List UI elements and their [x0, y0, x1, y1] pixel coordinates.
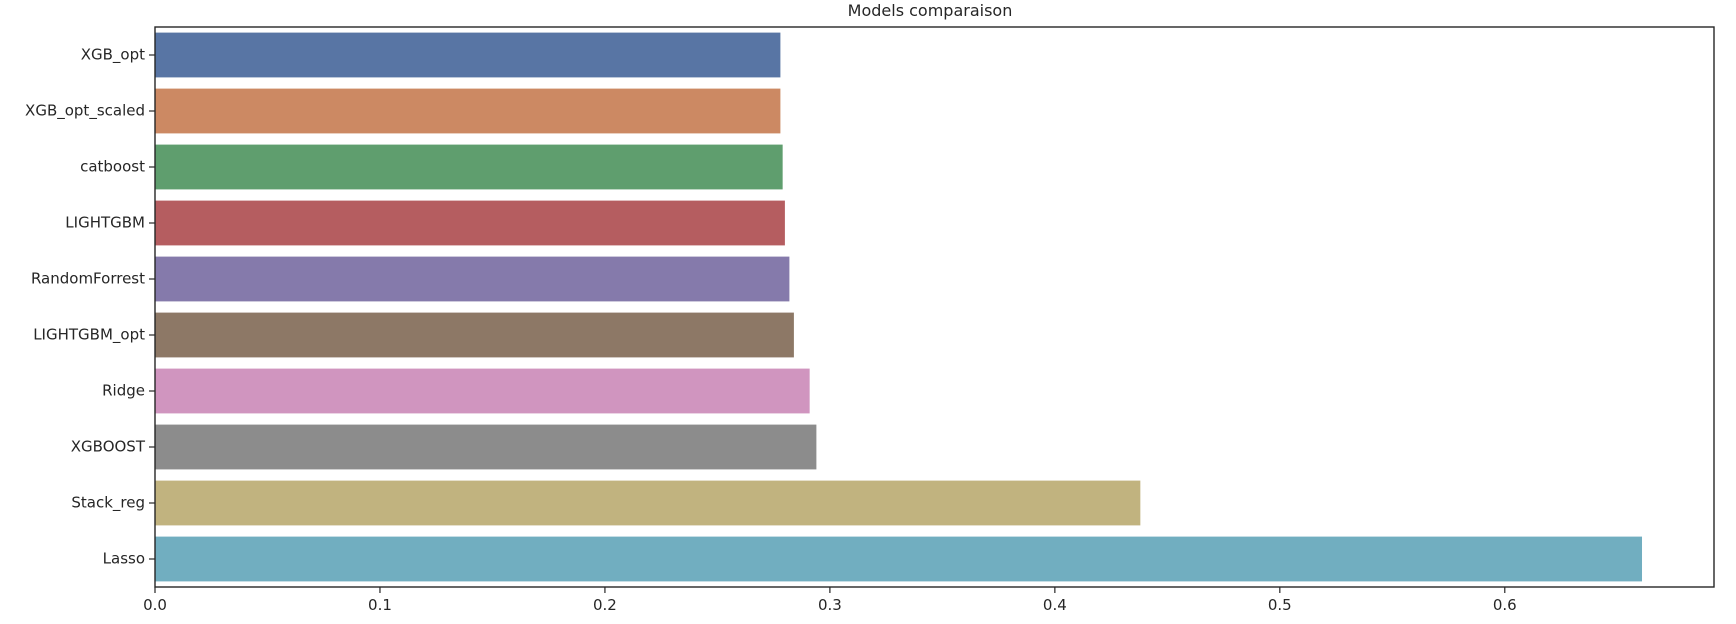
bar-lasso [155, 536, 1643, 582]
bar-xgb-opt-scaled [155, 88, 781, 134]
x-tick-label: 0.3 [818, 596, 842, 614]
x-tick-label: 0.5 [1268, 596, 1292, 614]
y-tick-label: XGB_opt_scaled [25, 102, 145, 121]
y-tick-label: XGB_opt [81, 46, 145, 65]
bar-xgboost [155, 424, 817, 470]
bar-lightgbm [155, 200, 785, 246]
bar-xgb-opt [155, 32, 781, 78]
y-tick-label: Stack_reg [71, 494, 145, 513]
chart-title: Models comparaison [848, 1, 1013, 20]
y-tick-label: XGBOOST [71, 438, 146, 456]
bar-randomforrest [155, 256, 790, 302]
y-tick-label: Ridge [102, 382, 145, 400]
x-tick-label: 0.4 [1043, 596, 1067, 614]
y-tick-label: RandomForrest [31, 270, 145, 288]
x-tick-label: 0.1 [368, 596, 392, 614]
y-tick-label: LIGHTGBM [65, 214, 145, 232]
x-tick-label: 0.2 [593, 596, 617, 614]
y-axis: XGB_opt XGB_opt_scaled catboost LIGHTGBM Ran… [25, 46, 155, 568]
bars-layer [155, 32, 1643, 582]
y-tick-label: catboost [80, 158, 145, 176]
x-tick-label: 0.6 [1493, 596, 1517, 614]
x-tick-label: 0.0 [143, 596, 167, 614]
x-axis: 0.0 0.1 0.2 0.3 0.4 0.5 0.6 [143, 587, 1517, 614]
bar-lightgbm-opt [155, 312, 794, 358]
bar-ridge [155, 368, 810, 414]
y-tick-label: LIGHTGBM_opt [33, 326, 145, 345]
bar-catboost [155, 144, 783, 190]
bar-stack-reg [155, 480, 1141, 526]
y-tick-label: Lasso [103, 550, 145, 568]
plot-frame [154, 26, 1715, 588]
